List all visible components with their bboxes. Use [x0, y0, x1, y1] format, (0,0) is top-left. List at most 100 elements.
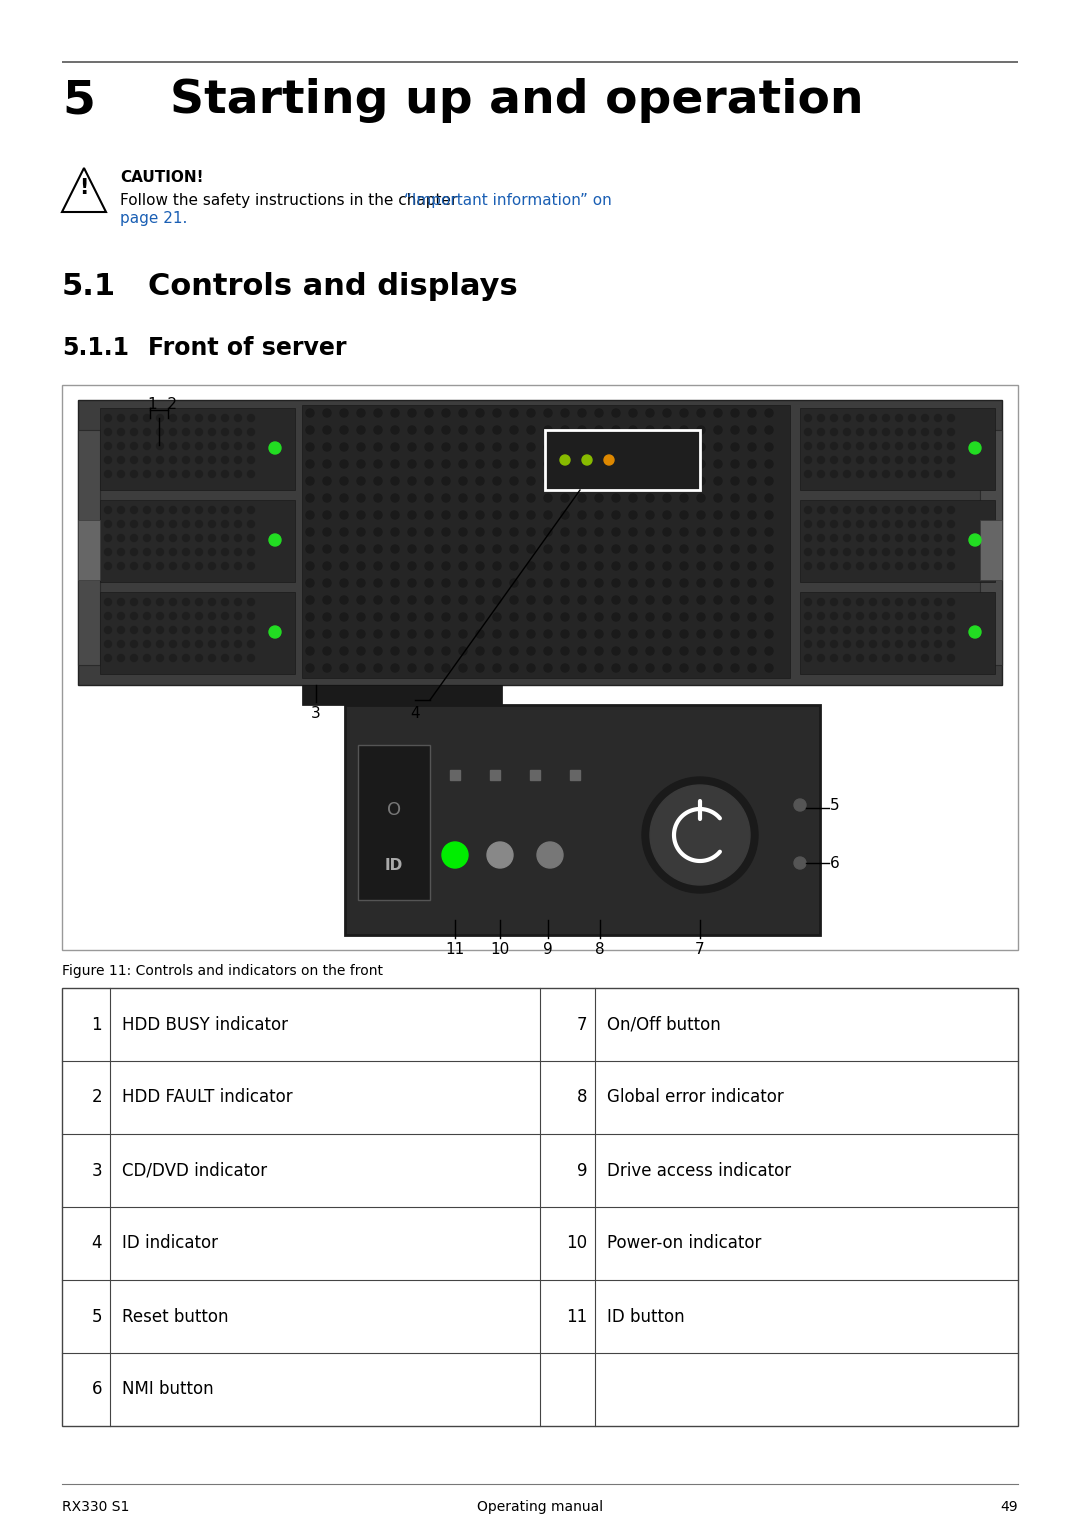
Circle shape [578, 613, 586, 621]
Circle shape [629, 528, 637, 536]
Circle shape [442, 664, 450, 671]
Circle shape [595, 630, 603, 638]
Circle shape [340, 409, 348, 417]
Circle shape [408, 443, 416, 452]
Circle shape [947, 612, 955, 620]
Circle shape [748, 528, 756, 536]
Circle shape [714, 545, 723, 552]
Circle shape [221, 655, 229, 661]
Circle shape [921, 443, 929, 450]
Circle shape [969, 534, 981, 546]
Circle shape [895, 429, 903, 435]
Circle shape [426, 545, 433, 552]
Circle shape [818, 429, 824, 435]
Circle shape [697, 578, 705, 588]
Circle shape [144, 520, 150, 528]
Circle shape [805, 415, 811, 421]
Circle shape [856, 470, 864, 478]
Circle shape [408, 562, 416, 571]
Circle shape [183, 641, 189, 647]
Circle shape [195, 429, 203, 435]
Circle shape [118, 429, 124, 435]
Circle shape [374, 459, 382, 468]
Circle shape [934, 641, 942, 647]
Circle shape [831, 563, 837, 569]
Circle shape [663, 426, 671, 433]
Circle shape [765, 578, 773, 588]
Circle shape [697, 597, 705, 604]
Circle shape [578, 630, 586, 638]
Circle shape [391, 511, 399, 519]
Circle shape [374, 494, 382, 502]
Circle shape [340, 664, 348, 671]
Circle shape [714, 443, 723, 452]
Circle shape [818, 520, 824, 528]
Circle shape [843, 548, 851, 555]
Circle shape [680, 528, 688, 536]
Circle shape [195, 443, 203, 450]
Bar [78, 520, 100, 580]
Circle shape [183, 534, 189, 542]
Circle shape [612, 528, 620, 536]
Circle shape [805, 548, 811, 555]
Circle shape [544, 426, 552, 433]
Text: Global error indicator: Global error indicator [607, 1088, 784, 1106]
Circle shape [765, 664, 773, 671]
Text: HDD FAULT indicator: HDD FAULT indicator [122, 1088, 293, 1106]
Text: 1: 1 [92, 1015, 102, 1033]
Circle shape [183, 548, 189, 555]
Circle shape [510, 528, 518, 536]
Circle shape [714, 578, 723, 588]
Circle shape [544, 511, 552, 519]
Circle shape [408, 647, 416, 655]
Circle shape [391, 562, 399, 571]
Circle shape [895, 598, 903, 606]
Bar [100, 407, 295, 490]
Circle shape [714, 528, 723, 536]
Circle shape [544, 562, 552, 571]
Circle shape [908, 456, 916, 464]
Circle shape [646, 597, 654, 604]
Circle shape [426, 613, 433, 621]
Circle shape [831, 443, 837, 450]
Circle shape [646, 613, 654, 621]
Circle shape [818, 563, 824, 569]
Circle shape [118, 598, 124, 606]
Circle shape [323, 664, 330, 671]
Circle shape [476, 647, 484, 655]
Circle shape [934, 443, 942, 450]
Circle shape [476, 664, 484, 671]
Circle shape [459, 647, 467, 655]
Circle shape [234, 548, 242, 555]
Circle shape [144, 598, 150, 606]
Circle shape [221, 548, 229, 555]
Circle shape [561, 494, 569, 502]
Circle shape [247, 655, 255, 661]
Circle shape [697, 613, 705, 621]
Circle shape [183, 612, 189, 620]
Circle shape [183, 627, 189, 633]
Circle shape [510, 562, 518, 571]
Circle shape [208, 655, 216, 661]
Circle shape [374, 630, 382, 638]
Circle shape [947, 627, 955, 633]
Circle shape [663, 409, 671, 417]
Circle shape [492, 478, 501, 485]
Circle shape [843, 598, 851, 606]
Circle shape [765, 494, 773, 502]
Text: Reset button: Reset button [122, 1308, 229, 1326]
Circle shape [895, 612, 903, 620]
Circle shape [646, 664, 654, 671]
Circle shape [144, 612, 150, 620]
Circle shape [805, 655, 811, 661]
Circle shape [697, 630, 705, 638]
Circle shape [476, 630, 484, 638]
Circle shape [595, 647, 603, 655]
Text: Controls and displays: Controls and displays [148, 272, 517, 301]
Circle shape [510, 578, 518, 588]
Circle shape [357, 597, 365, 604]
Circle shape [934, 507, 942, 514]
Circle shape [144, 655, 150, 661]
Circle shape [612, 613, 620, 621]
Circle shape [221, 443, 229, 450]
